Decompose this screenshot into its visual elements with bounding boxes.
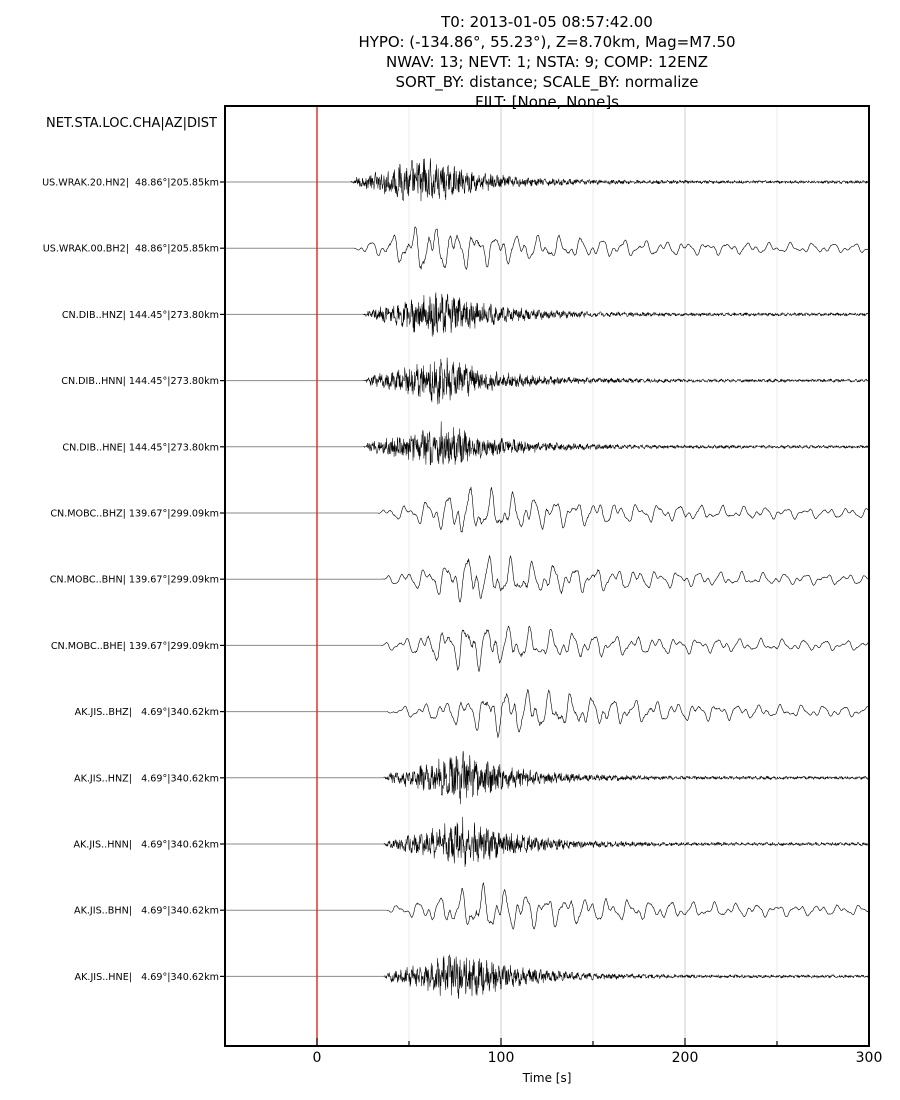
waveform-trace (383, 750, 870, 805)
tick-layer: 0 100 200 300 (220, 181, 883, 1066)
waveform-trace (386, 689, 869, 738)
trace-label: CN.DIB..HNZ| 144.45°|273.80km (62, 310, 219, 321)
trace-label: US.WRAK.00.BH2| 48.86°|205.85km (43, 244, 219, 255)
x-tick-label: 100 (488, 1050, 515, 1066)
x-tick-label: 200 (672, 1050, 699, 1066)
waveform-trace (381, 625, 870, 672)
trace-label: CN.DIB..HNE| 144.45°|273.80km (62, 442, 219, 453)
x-axis-label: Time [s] (522, 1071, 572, 1085)
waveform-trace (362, 421, 869, 466)
chart-title-block: T0: 2013-01-05 08:57:42.00 HYPO: (-134.8… (225, 12, 869, 112)
x-tick-label: 0 (313, 1050, 322, 1066)
waveform-trace (363, 292, 869, 337)
column-header: NET.STA.LOC.CHA|AZ|DIST (46, 116, 217, 131)
title-line-hypo: HYPO: (-134.86°, 55.23°), Z=8.70km, Mag=… (358, 33, 736, 51)
trace-label: CN.MOBC..BHZ| 139.67°|299.09km (50, 509, 219, 520)
title-line-sort: SORT_BY: distance; SCALE_BY: normalize (395, 73, 699, 91)
trace-label: AK.JIS..HNE| 4.69°|340.62km (75, 972, 219, 983)
trace-label: CN.DIB..HNN| 144.45°|273.80km (61, 376, 219, 387)
trace-label-layer: US.WRAK.20.HN2| 48.86°|205.85km US.WRAK.0… (42, 178, 219, 983)
trace-label: AK.JIS..HNN| 4.69°|340.62km (73, 840, 219, 851)
trace-label: CN.MOBC..BHE| 139.67°|299.09km (51, 641, 219, 652)
waveform-trace (377, 486, 869, 533)
waveform-trace (349, 158, 869, 202)
trace-label: US.WRAK.20.HN2| 48.86°|205.85km (42, 178, 219, 189)
waveform-trace (362, 357, 869, 405)
trace-label: AK.JIS..HNZ| 4.69°|340.62km (74, 773, 219, 784)
trace-label: CN.MOBC..BHN| 139.67°|299.09km (50, 575, 219, 586)
title-line-t0: T0: 2013-01-05 08:57:42.00 (441, 13, 653, 31)
waveform-trace (381, 555, 869, 603)
waveform-trace (386, 882, 869, 930)
title-line-nwav: NWAV: 13; NEVT: 1; NSTA: 9; COMP: 12ENZ (385, 53, 709, 71)
waveform-trace (383, 816, 870, 868)
waveform-trace (353, 226, 870, 270)
trace-label: AK.JIS..BHN| 4.69°|340.62km (74, 906, 219, 917)
waveform-trace (383, 954, 870, 999)
plot-frame (224, 105, 870, 1047)
trace-label: AK.JIS..BHZ| 4.69°|340.62km (75, 707, 219, 718)
trace-layer (225, 158, 870, 999)
x-tick-label: 300 (856, 1050, 883, 1066)
